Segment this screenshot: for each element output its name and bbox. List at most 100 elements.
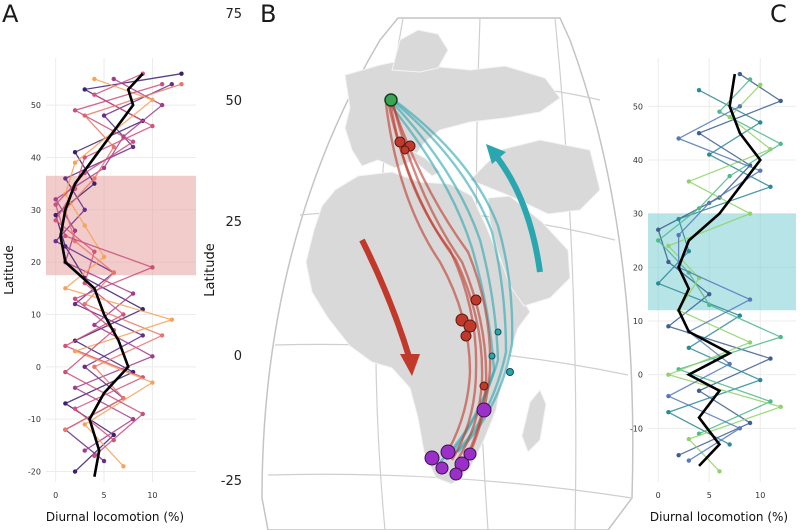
panel-a-mean (59, 72, 144, 478)
series-point (92, 364, 97, 370)
series-line (666, 105, 762, 462)
series-point (92, 92, 97, 97)
y-tick-label: 30 (31, 206, 41, 215)
series-point (696, 206, 702, 211)
y-tick-label: 30 (633, 210, 643, 219)
series-point (72, 150, 78, 155)
breeding-site-marker (384, 93, 398, 107)
series-point (696, 388, 702, 393)
series-point (758, 168, 763, 173)
series-point (150, 265, 155, 270)
series-point (727, 173, 732, 179)
series-point (150, 354, 155, 359)
spring-arrow (486, 144, 543, 273)
series-point (159, 333, 165, 338)
panel-a-ylabel: Latitude (2, 245, 16, 294)
series-point (747, 211, 753, 216)
series-point (53, 197, 58, 202)
series-point (92, 176, 97, 181)
series-point (121, 464, 126, 469)
series-point (656, 227, 661, 232)
series-point (169, 81, 175, 87)
series-point (727, 361, 732, 367)
spring-stopovers (488, 328, 514, 376)
series-point (747, 420, 753, 426)
series-point (666, 243, 671, 249)
y-tick-label: 40 (31, 153, 41, 162)
series-point (747, 297, 753, 302)
series-point (92, 181, 97, 186)
series-point (111, 437, 116, 443)
y-tick-label: 50 (31, 101, 41, 110)
y-tick-label: 10 (633, 317, 643, 326)
series-point (53, 239, 58, 244)
wintering-point (476, 402, 492, 418)
series-point (758, 120, 763, 125)
series-point (111, 76, 116, 82)
series-point (778, 141, 783, 147)
series-point (737, 71, 743, 77)
series-point (727, 442, 732, 447)
wintering-point (435, 461, 449, 475)
x-tick-label: 5 (707, 491, 712, 500)
series-point (72, 406, 78, 411)
map-lat-tick: 75 (225, 7, 242, 22)
series-point (150, 380, 155, 385)
map-lat-tick: 25 (225, 215, 242, 230)
panel-a-letter: A (2, 0, 19, 28)
y-tick-label: -10 (630, 424, 643, 433)
series-point (717, 469, 722, 474)
panel-a-xlabel: Diurnal locomotion (%) (46, 510, 184, 524)
map-lat-tick: 50 (225, 94, 242, 109)
series-point (72, 160, 78, 165)
series-point (82, 223, 87, 228)
series-point (666, 259, 671, 265)
series-point (778, 98, 783, 104)
series-point (707, 152, 712, 157)
series-point (747, 340, 753, 345)
panel-c: C 0 5 10 -10 0 10 20 30 40 50 Diurnal locomotion … (630, 0, 796, 524)
y-tick-label: -20 (28, 468, 41, 477)
series-line (54, 83, 163, 457)
autumn-stopovers (394, 136, 489, 391)
map-lat-tick: 0 (234, 349, 242, 364)
series-point (82, 422, 87, 427)
series-point (768, 399, 773, 404)
series-point (92, 453, 97, 459)
stopover-point (506, 368, 514, 376)
series-point (768, 356, 773, 361)
wintering-point (440, 444, 456, 460)
series-point (666, 393, 671, 399)
panel-c-series (656, 71, 783, 474)
stopover-point (400, 145, 410, 155)
y-tick-label: 0 (638, 371, 643, 380)
y-tick-label: 40 (633, 156, 643, 165)
series-point (686, 458, 692, 463)
y-tick-label: 20 (633, 263, 643, 272)
series-point (666, 324, 671, 329)
series-point (686, 345, 692, 351)
series-point (179, 81, 184, 87)
wintering-point (463, 447, 477, 461)
wintering-point (449, 467, 463, 481)
series-point (717, 109, 722, 114)
series-point (63, 427, 68, 432)
stopover-point (394, 136, 406, 148)
stopover-point (479, 381, 489, 391)
series-point (656, 281, 661, 286)
series-point (150, 123, 155, 129)
series-point (82, 364, 87, 370)
series-point (53, 202, 58, 207)
panel-a: A 0 5 10 -20 -10 0 10 20 30 40 50 Latitude Diurnal… (2, 0, 196, 524)
series-point (179, 71, 184, 76)
series-point (676, 452, 681, 458)
series-line (657, 79, 783, 435)
series-point (758, 82, 763, 88)
series-point (778, 334, 783, 340)
series-line (64, 83, 182, 431)
panel-c-mean (677, 73, 762, 467)
stopover-point (463, 319, 477, 333)
autumn-arrow (359, 238, 420, 376)
series-point (72, 301, 78, 307)
